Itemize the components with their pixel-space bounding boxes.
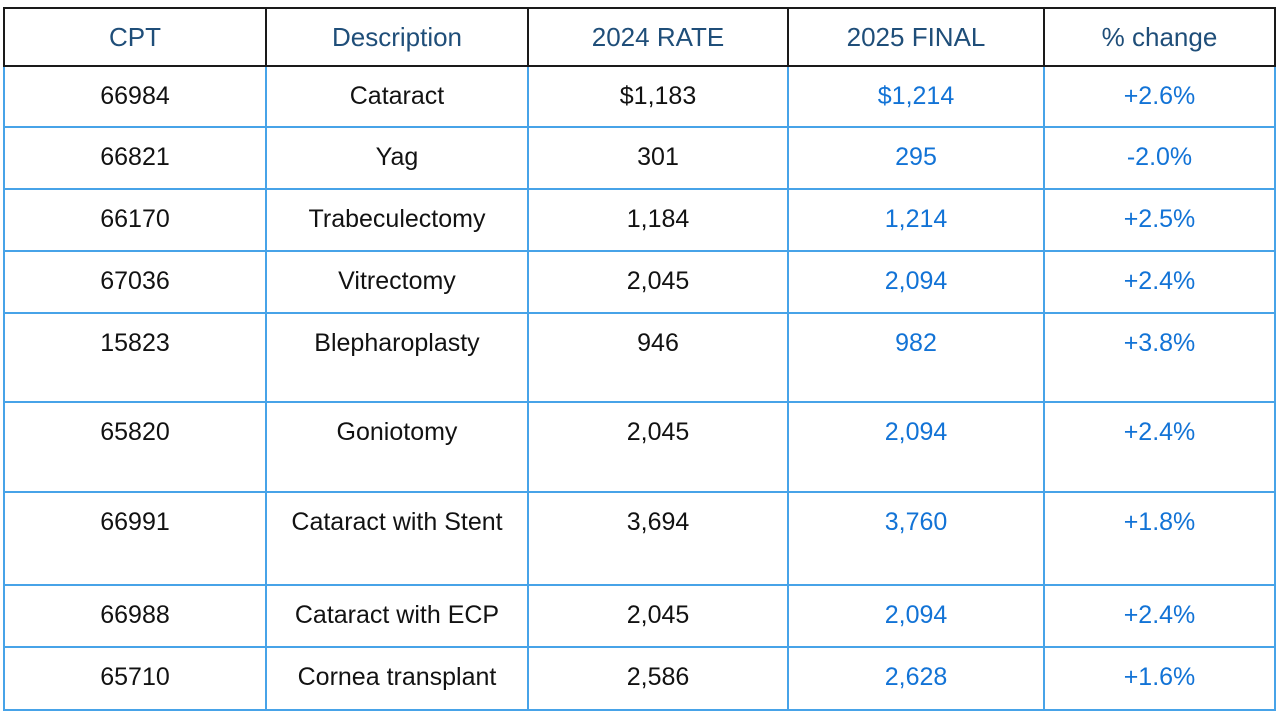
table-row: 67036 Vitrectomy 2,045 2,094 +2.4% [3, 250, 1276, 314]
table-row: 65820 Goniotomy 2,045 2,094 +2.4% [3, 401, 1276, 493]
cell-cpt: 66170 [3, 188, 267, 252]
cell-pct-change: +2.4% [1043, 250, 1276, 314]
cell-pct-change: +2.6% [1043, 65, 1276, 128]
table-row: 66170 Trabeculectomy 1,184 1,214 +2.5% [3, 188, 1276, 252]
cell-cpt: 66988 [3, 584, 267, 648]
cell-description: Yag [265, 126, 529, 190]
cell-2025-final: 982 [787, 312, 1045, 403]
cell-pct-change: +2.4% [1043, 401, 1276, 493]
table-row: 66821 Yag 301 295 -2.0% [3, 126, 1276, 190]
table-row: 65710 Cornea transplant 2,586 2,628 +1.6… [3, 646, 1276, 711]
cell-cpt: 65820 [3, 401, 267, 493]
cell-2024-rate: 2,045 [527, 401, 789, 493]
cpt-rates-table: CPT Description 2024 RATE 2025 FINAL % c… [3, 7, 1276, 711]
cell-pct-change: +2.4% [1043, 584, 1276, 648]
cell-2025-final: 1,214 [787, 188, 1045, 252]
cell-2024-rate: 2,045 [527, 250, 789, 314]
cell-pct-change: +1.6% [1043, 646, 1276, 711]
cell-2024-rate: 946 [527, 312, 789, 403]
cell-cpt: 65710 [3, 646, 267, 711]
cell-2025-final: 2,628 [787, 646, 1045, 711]
header-row: CPT Description 2024 RATE 2025 FINAL % c… [3, 7, 1276, 67]
cell-2024-rate: 301 [527, 126, 789, 190]
cell-pct-change: -2.0% [1043, 126, 1276, 190]
cell-2025-final: 2,094 [787, 584, 1045, 648]
cell-2025-final: 295 [787, 126, 1045, 190]
cell-2025-final: $1,214 [787, 65, 1045, 128]
cell-pct-change: +3.8% [1043, 312, 1276, 403]
column-header-description: Description [265, 7, 529, 67]
cell-description: Cataract [265, 65, 529, 128]
cell-pct-change: +2.5% [1043, 188, 1276, 252]
cell-description: Cataract with Stent [265, 491, 529, 586]
cell-cpt: 66984 [3, 65, 267, 128]
table-row: 66984 Cataract $1,183 $1,214 +2.6% [3, 65, 1276, 128]
cell-2024-rate: 3,694 [527, 491, 789, 586]
cell-description: Goniotomy [265, 401, 529, 493]
table-header: CPT Description 2024 RATE 2025 FINAL % c… [3, 7, 1276, 67]
column-header-2024-rate: 2024 RATE [527, 7, 789, 67]
cell-description: Cornea transplant [265, 646, 529, 711]
table-row: 15823 Blepharoplasty 946 982 +3.8% [3, 312, 1276, 403]
cell-description: Trabeculectomy [265, 188, 529, 252]
cell-description: Blepharoplasty [265, 312, 529, 403]
cell-cpt: 67036 [3, 250, 267, 314]
cell-2024-rate: 1,184 [527, 188, 789, 252]
column-header-cpt: CPT [3, 7, 267, 67]
column-header-2025-final: 2025 FINAL [787, 7, 1045, 67]
cell-description: Cataract with ECP [265, 584, 529, 648]
table-body: 66984 Cataract $1,183 $1,214 +2.6% 66821… [3, 65, 1276, 711]
cell-cpt: 15823 [3, 312, 267, 403]
cell-description: Vitrectomy [265, 250, 529, 314]
cell-cpt: 66821 [3, 126, 267, 190]
column-header-pct-change: % change [1043, 7, 1276, 67]
table-row: 66988 Cataract with ECP 2,045 2,094 +2.4… [3, 584, 1276, 648]
cell-2025-final: 2,094 [787, 250, 1045, 314]
cell-2024-rate: $1,183 [527, 65, 789, 128]
cell-2024-rate: 2,045 [527, 584, 789, 648]
cell-2025-final: 2,094 [787, 401, 1045, 493]
cell-2025-final: 3,760 [787, 491, 1045, 586]
cell-cpt: 66991 [3, 491, 267, 586]
cell-2024-rate: 2,586 [527, 646, 789, 711]
table-row: 66991 Cataract with Stent 3,694 3,760 +1… [3, 491, 1276, 586]
cell-pct-change: +1.8% [1043, 491, 1276, 586]
